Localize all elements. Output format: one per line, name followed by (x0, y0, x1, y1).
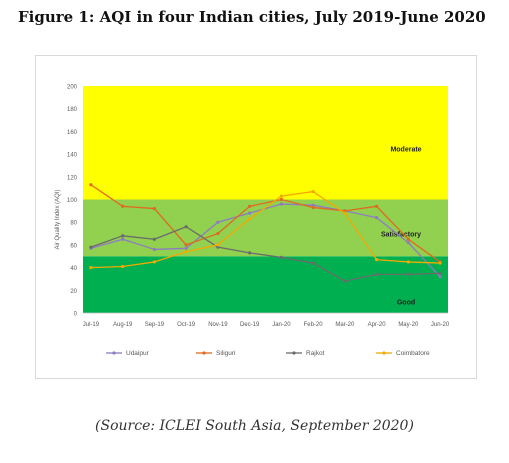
figure-title: Figure 1: AQI in four Indian cities, Jul… (18, 8, 486, 26)
y-tick-label: 40 (70, 266, 77, 272)
y-tick-label: 120 (67, 175, 78, 181)
y-tick-label: 80 (70, 221, 77, 227)
y-tick-label: 160 (67, 130, 78, 136)
x-tick-label: Dec-19 (240, 322, 260, 328)
series-line-rajkot (90, 226, 441, 282)
data-point-siliguri (343, 209, 347, 213)
data-point-rajkot (184, 225, 188, 229)
x-tick-label: Oct-19 (177, 322, 196, 328)
data-point-siliguri (406, 237, 410, 241)
x-tick-label: Nov-19 (208, 322, 228, 328)
y-tick-label: 140 (67, 153, 78, 159)
x-tick-label: Jan-20 (272, 322, 291, 328)
x-tick-label: Apr-20 (368, 322, 387, 328)
legend-marker-coimbatore (382, 351, 386, 355)
x-tick-label: Jul-19 (83, 322, 100, 328)
band-label-moderate: Moderate (390, 146, 421, 153)
data-point-rajkot (89, 245, 93, 249)
data-point-siliguri (311, 205, 315, 210)
data-point-rajkot (406, 272, 410, 277)
x-tick-label: Sep-19 (145, 322, 165, 328)
data-point-siliguri (89, 183, 93, 187)
data-point-coimbatore (248, 217, 252, 221)
data-point-rajkot (121, 234, 125, 238)
y-tick-label: 100 (67, 198, 78, 204)
data-point-udaipur (311, 203, 315, 207)
y-tick-label: 60 (70, 243, 77, 249)
data-point-coimbatore (216, 243, 220, 247)
data-point-udaipur (121, 237, 125, 241)
data-point-siliguri (184, 243, 188, 247)
legend-marker-siliguri (202, 351, 206, 355)
series-line-coimbatore (90, 190, 441, 269)
y-tick-label: 20 (70, 289, 77, 295)
data-point-siliguri (152, 206, 157, 211)
data-point-coimbatore (89, 266, 93, 270)
legend-label-coimbatore: Coimbatore (396, 350, 430, 357)
y-tick-label: 0 (74, 312, 78, 318)
data-point-coimbatore (121, 264, 125, 269)
data-point-udaipur (279, 202, 283, 206)
data-point-coimbatore (374, 258, 379, 262)
data-point-udaipur (374, 216, 379, 220)
data-point-coimbatore (184, 250, 188, 254)
data-point-coimbatore (311, 189, 315, 194)
source-caption: (Source: ICLEI South Asia, September 202… (95, 418, 414, 434)
y-tick-label: 200 (67, 85, 78, 91)
x-tick-label: Mar-20 (335, 322, 355, 328)
x-tick-label: Jun-20 (431, 322, 450, 328)
data-point-rajkot (152, 237, 157, 241)
legend-label-rajkot: Rajkot (306, 350, 325, 357)
band-label-good: Good (397, 300, 415, 307)
data-point-siliguri (279, 197, 283, 202)
data-point-coimbatore (438, 261, 442, 265)
data-point-siliguri (121, 204, 125, 208)
data-point-siliguri (374, 204, 379, 208)
data-point-coimbatore (406, 260, 410, 264)
aqi-band-moderate (83, 86, 448, 200)
band-label-satisfactory: Satisfactory (381, 232, 421, 239)
data-point-rajkot (311, 261, 315, 265)
x-tick-label: Feb-20 (304, 322, 324, 328)
x-tick-label: May-20 (398, 322, 419, 328)
data-point-udaipur (406, 241, 410, 245)
series-line-siliguri (90, 184, 441, 263)
data-point-udaipur (248, 211, 252, 215)
aqi-line-chart: Good Satisfactory Moderate 0 20 40 60 80 100 120… (55, 85, 450, 358)
data-point-udaipur (184, 246, 188, 250)
legend-label-siliguri: Siliguri (216, 350, 236, 357)
data-point-udaipur (152, 247, 157, 252)
data-point-coimbatore (152, 260, 157, 264)
y-axis-label: Air Quality Index (AQI) (55, 189, 61, 249)
legend-marker-rajkot (292, 351, 296, 355)
data-point-rajkot (279, 255, 283, 259)
series-line-udaipur (90, 203, 441, 278)
y-tick-label: 180 (67, 107, 78, 113)
legend-label-udaipur: Udaipur (126, 350, 150, 357)
data-point-coimbatore (343, 211, 347, 215)
data-point-rajkot (216, 245, 220, 249)
data-point-udaipur (216, 220, 220, 224)
aqi-band-good (83, 256, 448, 313)
data-point-coimbatore (279, 194, 283, 198)
data-point-rajkot (248, 251, 252, 255)
data-point-siliguri (248, 204, 252, 208)
data-point-siliguri (216, 231, 220, 236)
legend-marker-udaipur (112, 351, 116, 355)
data-point-udaipur (438, 275, 442, 279)
data-point-rajkot (438, 271, 442, 275)
data-point-rajkot (343, 279, 347, 283)
chart-frame: Good Satisfactory Moderate 0 20 40 60 80 100 120… (35, 55, 477, 379)
x-tick-label: Aug-19 (113, 322, 133, 328)
data-point-rajkot (374, 272, 379, 277)
